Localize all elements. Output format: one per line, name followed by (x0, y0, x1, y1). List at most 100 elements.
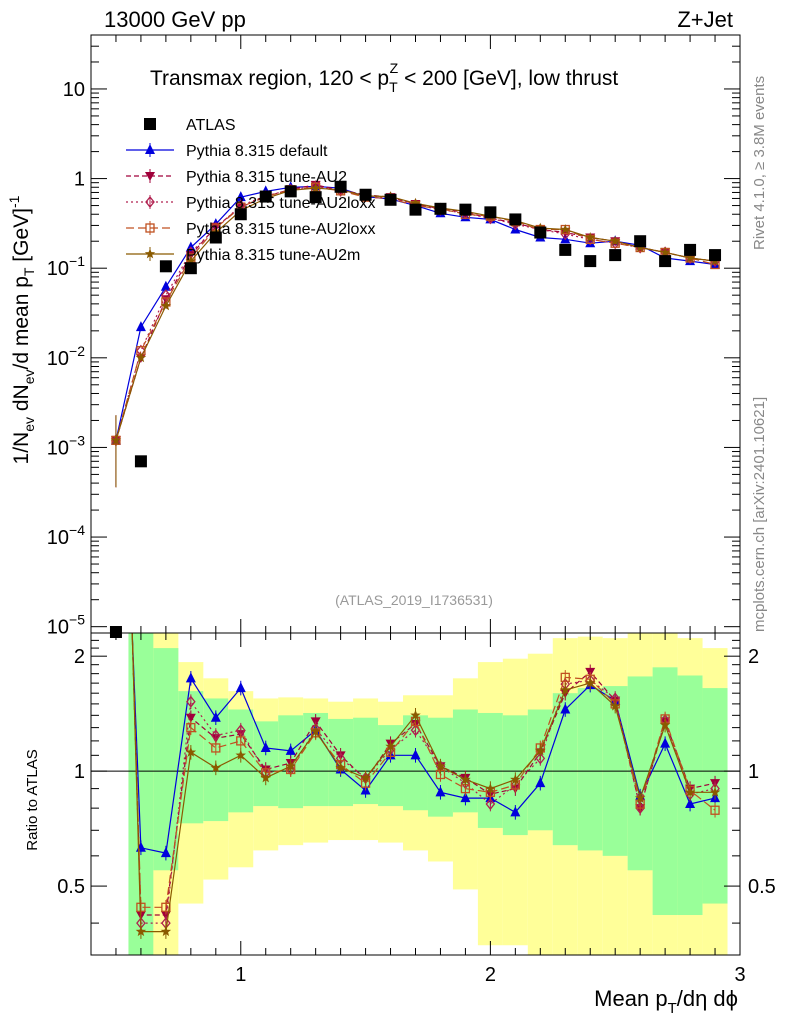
legend-label-4: Pythia 8.315 tune-AU2loxx (186, 221, 375, 238)
ratio-band-inner-22 (652, 667, 678, 916)
ratio-series-point-0-7 (285, 744, 296, 755)
ratio-series-point-2-4 (210, 729, 221, 742)
main-series-point-4-23 (684, 252, 696, 263)
ratio-series-point-0-13 (435, 786, 446, 797)
ratio-band-inner-2 (153, 648, 179, 871)
atlas-data-point-18 (559, 243, 572, 256)
ratio-y-tick-label-right-2: 2 (748, 646, 759, 668)
ratio-series-point-4-23 (684, 786, 696, 797)
ylabel-part-f: T (21, 267, 37, 276)
ratio-series-point-3-5 (236, 736, 246, 746)
plot-title: Transmax region, 120 < pTZ < 200 [GeV], … (150, 60, 618, 95)
plot-title-sup: Z (390, 60, 399, 76)
main-y-tick-label-2: 10−3 (47, 432, 85, 459)
ratio-series-point-4-11 (385, 741, 396, 751)
ratio-series-point-2-3 (186, 695, 196, 708)
atlas-data-point-8 (309, 191, 322, 204)
main-series-point-4-2 (160, 300, 172, 311)
x-tick-label-1: 2 (485, 964, 496, 986)
legend-label-1: Pythia 8.315 default (186, 143, 328, 160)
axes-layer: 1 2 3 10−5 10−4 10−3 10−2 10−1 1 10 0.5 0.5 1 1 2 2 (47, 34, 776, 986)
ratio-y-tick-label-left-2: 2 (74, 646, 85, 668)
atlas-data-point-19 (584, 255, 597, 268)
atlas-data-point-9 (334, 180, 347, 193)
main-series-point-4-8 (310, 182, 321, 193)
ratio-series-point-4-18 (560, 684, 571, 695)
ratio-series-point-0-5 (235, 682, 246, 693)
atlas-data-point-2 (159, 260, 172, 273)
legend-marker-4 (145, 223, 155, 233)
ratio-series-point-4-8 (310, 726, 321, 736)
ylabel-part-h: -1 (6, 195, 22, 208)
legend: ATLAS Pythia 8.315 default Pythia 8.315 tu… (126, 117, 375, 264)
ratio-series-point-4-1 (135, 926, 147, 937)
x-tick-label-2: 3 (734, 964, 745, 986)
ylabel-part-d: ev (21, 369, 37, 384)
ylabel-part-e: /d mean p (10, 276, 33, 369)
main-series-point-4-19 (585, 232, 596, 242)
side-mcplots-label: mcplots.cern.ch [arXiv:2401.10621] (751, 397, 768, 632)
main-y-axis-label: 1/Nev dNev/d mean pT [GeV]-1 (6, 195, 37, 464)
ratio-series-point-4-21 (634, 792, 646, 803)
ratio-series-point-0-3 (185, 672, 196, 683)
atlas-data-point-12 (409, 203, 422, 216)
ratio-series-point-3-4 (211, 743, 221, 753)
atlas-data-point-22 (659, 255, 672, 268)
ratio-series-point-3-24 (710, 805, 720, 815)
atlas-data-point-21 (634, 235, 647, 248)
ratio-series-point-4-24 (709, 786, 721, 797)
legend-entry-5: Pythia 8.315 tune-AU2m (126, 247, 360, 264)
main-series-point-4-3 (185, 255, 197, 266)
ratio-series-point-1-3 (185, 713, 196, 723)
ratio-series-point-0-6 (260, 741, 271, 752)
legend-marker-2 (145, 172, 155, 181)
ratio-series-point-0-17 (535, 777, 546, 788)
ratio-y-tick-label-right-1: 1 (748, 761, 759, 783)
ratio-series-point-0-16 (510, 806, 521, 817)
atlas-data-point-7 (284, 185, 297, 198)
plot-title-sub: T (389, 79, 398, 95)
ratio-series-point-0-14 (460, 792, 471, 803)
main-y-tick-label-0: 10−5 (47, 612, 85, 639)
legend-marker-0 (144, 118, 156, 130)
ratio-series-point-4-14 (460, 774, 471, 785)
x-tick-label-0: 1 (235, 964, 246, 986)
ratio-series-point-4-15 (485, 783, 496, 794)
ratio-series-point-0-23 (685, 798, 696, 809)
plot-title-tail: < 200 [GeV], low thrust (398, 67, 618, 90)
atlas-data-point-6 (259, 190, 272, 203)
atlas-data-point-20 (609, 249, 622, 262)
main-series-point-4-0 (110, 434, 122, 445)
ylabel-part-c: dN (10, 384, 33, 417)
ratio-band-inner-18 (552, 693, 578, 846)
ratio-series-point-4-10 (360, 772, 371, 783)
atlas-data-point-24 (709, 249, 722, 262)
ylabel-part-a: 1/N (10, 432, 33, 465)
ratio-series-point-4-13 (435, 760, 446, 771)
atlas-data-point-10 (359, 188, 372, 201)
ratio-series-point-4-12 (410, 709, 421, 720)
legend-entry-0: ATLAS (144, 117, 236, 134)
ylabel-part-g: [GeV] (10, 208, 33, 268)
ratio-series-point-4-5 (235, 749, 246, 760)
xlabel-part-a: Mean p (594, 986, 667, 1011)
plot-title-main: Transmax region, 120 < p (150, 67, 389, 90)
ratio-series-point-2-17 (535, 752, 546, 765)
legend-entry-4: Pythia 8.315 tune-AU2loxx (126, 221, 375, 238)
x-axis-label: Mean pT/dη dϕ (594, 986, 738, 1017)
ratio-series-point-4-9 (335, 762, 346, 773)
ratio-series-point-4-2 (160, 926, 172, 937)
atlas-data-point-16 (509, 213, 522, 226)
main-y-tick-label-3: 10−2 (47, 343, 85, 370)
ratio-series-point-3-18 (560, 672, 570, 683)
main-series-point-4-12 (410, 197, 421, 208)
ratio-series-point-3-1 (136, 902, 146, 912)
main-series-point-4-22 (659, 246, 671, 257)
main-series-point-2-2 (161, 289, 171, 302)
ratio-series-point-0-18 (560, 703, 571, 714)
atlas-data-point-14 (459, 203, 472, 216)
ratio-series-point-4-6 (260, 772, 271, 783)
ylabel-part-b: ev (21, 417, 37, 432)
ratio-series-point-2-15 (485, 798, 496, 811)
